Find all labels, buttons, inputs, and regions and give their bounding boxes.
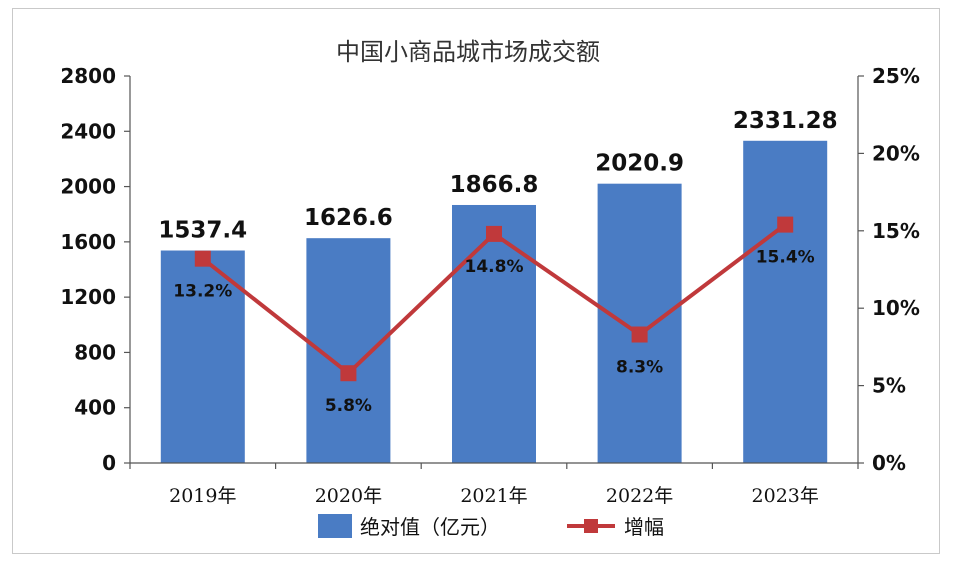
legend-bar-swatch [318,514,352,538]
right-tick-label: 5% [872,374,906,398]
bar-value-label: 2020.9 [595,151,684,177]
bar-value-label: 1866.8 [450,172,539,198]
line-data-labels: 13.2% 5.8% 14.8% 8.3% 15.4% [173,248,814,417]
legend-line-marker [584,519,598,533]
left-tick-label: 2400 [60,119,116,143]
right-y-axis: 0% 5% 10% 15% 20% 25% [857,64,920,475]
right-tick-label: 20% [872,141,920,165]
right-tick-label: 0% [872,451,906,475]
growth-value-label: 15.4% [756,248,815,268]
bar-series [160,140,828,464]
bar [597,183,682,464]
legend-line-label: 增幅 [624,515,664,539]
legend-bar-label: 绝对值（亿元） [360,515,500,539]
x-tick-label: 2020年 [315,485,382,507]
bar-value-label: 2331.28 [733,108,838,134]
growth-value-label: 14.8% [465,257,524,277]
x-axis: 2019年 2020年 2021年 2022年 2023年 [129,462,859,507]
left-y-axis: 0 400 800 1200 1600 2000 2400 2800 [60,64,131,475]
left-tick-label: 2000 [60,175,116,199]
right-tick-label: 15% [872,219,920,243]
right-tick-label: 25% [872,64,920,88]
bar-data-labels: 1537.4 1626.6 1866.8 2020.9 2331.28 [158,108,837,244]
growth-point [340,365,357,382]
chart-title: 中国小商品城市场成交额 [336,38,600,66]
bar-value-label: 1626.6 [304,205,393,231]
growth-value-label: 5.8% [325,396,372,416]
growth-point [777,216,794,233]
growth-point [631,326,648,343]
left-tick-label: 1200 [60,285,116,309]
left-tick-label: 1600 [60,230,116,254]
growth-point [194,250,211,267]
x-tick-label: 2022年 [606,485,673,507]
left-tick-label: 400 [74,396,116,420]
growth-point [486,225,502,242]
right-tick-label: 10% [872,296,920,320]
bar [160,250,245,463]
x-tick-label: 2023年 [752,485,819,507]
growth-value-label: 13.2% [173,282,232,302]
bar [743,140,828,463]
left-tick-label: 0 [102,451,116,475]
line-series [194,216,794,382]
x-tick-label: 2019年 [169,485,236,507]
left-tick-label: 2800 [60,64,116,88]
legend: 绝对值（亿元） 增幅 [318,514,664,539]
left-tick-label: 800 [74,340,116,364]
bar-value-label: 1537.4 [158,218,247,244]
x-tick-label: 2021年 [460,485,527,507]
bar [452,204,536,463]
growth-value-label: 8.3% [616,358,663,378]
